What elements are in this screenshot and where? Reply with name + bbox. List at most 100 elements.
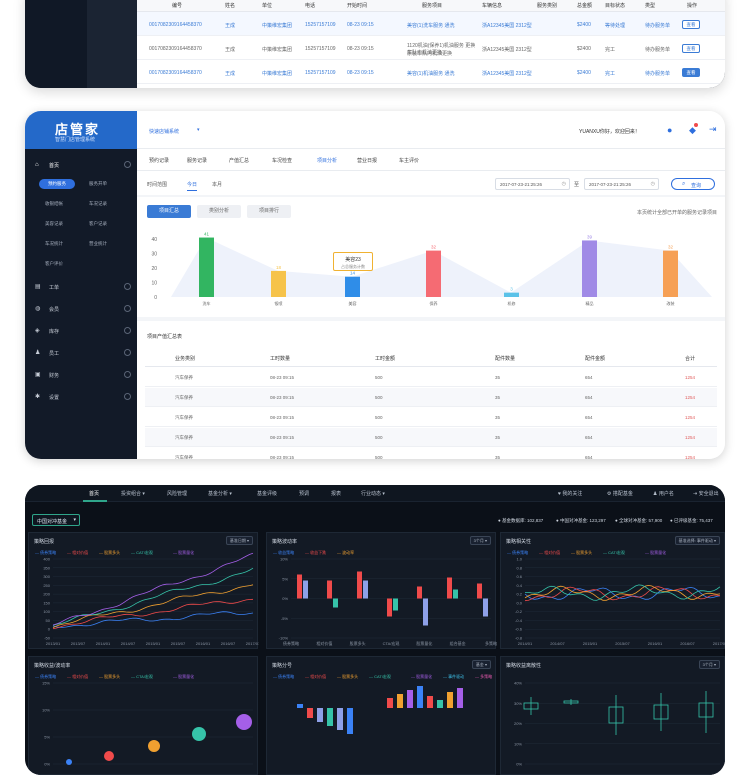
tab-1[interactable]: 服务记录 [187,158,208,164]
bar[interactable] [477,583,482,599]
bar[interactable] [387,698,393,708]
table-row[interactable]: 汽车保养 08-23 09:15 500 35 654 1254 [145,448,717,459]
bar[interactable] [437,700,443,708]
tab-3[interactable]: 车况检查 [272,158,293,164]
nav-item-3[interactable]: 基金分析 ▾ [208,491,232,497]
scatter-point[interactable] [104,751,114,761]
bar[interactable] [307,708,313,718]
submenu-item[interactable]: 客户评价 [45,261,63,266]
bar[interactable] [457,688,463,708]
subtab-category[interactable]: 类别分析 [197,205,241,218]
sidebar-item-member[interactable]: ◍ 会员 [25,299,137,319]
nav-item-4[interactable]: 基金评级 [257,491,278,497]
bar[interactable] [297,574,302,599]
submenu-item[interactable]: 客户记录 [89,221,107,226]
box-plot[interactable] [563,700,579,704]
scatter-point[interactable] [192,727,206,741]
chevron-down-icon[interactable]: ▾ [197,127,200,133]
bar[interactable] [663,250,678,297]
date-from-input[interactable]: 2017-07-23-21:25:26 ◷ [495,178,570,190]
series-line[interactable] [525,584,721,601]
bar[interactable] [317,708,323,722]
submenu-item-active[interactable]: 预约服务 [39,179,75,189]
view-button[interactable]: 查看 [682,44,700,53]
tab-4[interactable]: 项目分析 [317,158,338,164]
sidebar-item-home[interactable]: ⌂ 首页 [25,155,137,175]
date-to-input[interactable]: 2017-07-23-21:25:26 ◷ [584,178,659,190]
series-line[interactable] [52,567,254,626]
series-line[interactable] [52,584,254,628]
table-row[interactable]: 0017082309164458370 王成 中策维宏集团 15257157109 08… [137,36,725,60]
bar[interactable] [271,270,286,297]
bar[interactable] [483,598,488,617]
view-button[interactable]: 查看 [682,68,700,77]
header-link-3[interactable]: ⇥ 安全退出 [693,491,719,497]
view-button[interactable]: 查看 [682,20,700,29]
sidebar-item-staff[interactable]: ♟ 员工 [25,343,137,363]
header-link-1[interactable]: ⚙ 搭配基金 [607,491,633,497]
submenu-item[interactable]: 车况统计 [45,241,63,246]
bar[interactable] [357,571,362,599]
bar[interactable] [423,598,428,626]
submenu-item[interactable]: 收银结帐 [45,201,63,206]
sidebar-item-tool[interactable]: ▤ 工单 [25,277,137,297]
table-row[interactable]: 汽车保养 08-23 09:15 500 35 654 1254 [145,388,717,407]
scatter-point[interactable] [236,714,252,730]
header-link-2[interactable]: ♟ 用户名 [653,491,674,497]
submenu-item[interactable]: 营业统计 [89,241,107,246]
bar[interactable] [426,250,441,297]
bar[interactable] [417,686,423,708]
bar[interactable] [582,240,597,297]
tab-today[interactable]: 今日 [187,181,198,191]
chart-selector[interactable]: 基准日期 ▾ [225,536,253,545]
tab-2[interactable]: 产值汇总 [229,158,250,164]
box-plot[interactable] [653,704,669,720]
bar[interactable] [447,577,452,599]
scatter-point[interactable] [66,759,72,765]
box-plot[interactable] [608,706,624,724]
tab-6[interactable]: 车主评价 [399,158,420,164]
table-row[interactable]: 汽车保养 08-23 09:15 500 35 654 1254 [145,428,717,447]
tab-5[interactable]: 营业日报 [357,158,378,164]
bar[interactable] [397,694,403,708]
bar[interactable] [327,708,333,726]
logout-icon[interactable]: ⇥ [709,124,717,134]
series-line[interactable] [524,586,721,600]
box-plot[interactable] [523,702,539,710]
store-selector[interactable]: 快速店铺系统 [149,129,180,135]
chart-selector[interactable]: 基金 ▾ [471,660,491,669]
bar[interactable] [303,580,308,599]
nav-item-6[interactable]: 报表 [331,491,342,497]
bar[interactable] [447,692,453,708]
chart-selector[interactable]: 基准选择: 事件驱动 ▾ [674,536,720,545]
tab-0[interactable]: 预约记录 [149,158,170,164]
chart-selector[interactable]: 3个月 ▾ [469,536,491,545]
scatter-point[interactable] [148,740,160,752]
table-row[interactable]: 0017082309164458370 王成 中策维宏集团 15257157109 08… [137,60,725,84]
bar[interactable] [393,598,398,611]
series-line[interactable] [52,611,254,628]
submenu-item[interactable]: 美容记录 [45,221,63,226]
query-button[interactable]: ⌕ 查询 [671,178,715,190]
bar[interactable] [453,589,458,599]
bar[interactable] [337,708,343,730]
series-line[interactable] [52,552,254,626]
box-plot[interactable] [698,702,714,718]
bar[interactable] [347,708,353,734]
submenu-item[interactable]: 车况记录 [89,201,107,206]
header-link-0[interactable]: ♥ 我的关注 [558,491,583,497]
tab-month[interactable]: 本月 [212,182,223,188]
subtab-summary[interactable]: 项目汇总 [147,205,191,218]
bar[interactable] [363,580,368,599]
bar[interactable] [427,696,433,708]
bar[interactable] [333,598,338,608]
bar[interactable] [387,598,392,617]
subtab-ranking[interactable]: 项目排行 [247,205,291,218]
sidebar-item-settings[interactable]: ✱ 设置 [25,387,137,407]
bar[interactable] [327,580,332,599]
bar[interactable] [504,292,519,297]
nav-item-5[interactable]: 预调 [299,491,310,497]
sidebar-item-finance[interactable]: ▣ 财务 [25,365,137,385]
nav-item-1[interactable]: 投资组合 ▾ [121,491,145,497]
nav-item-2[interactable]: 风险管理 [167,491,188,497]
